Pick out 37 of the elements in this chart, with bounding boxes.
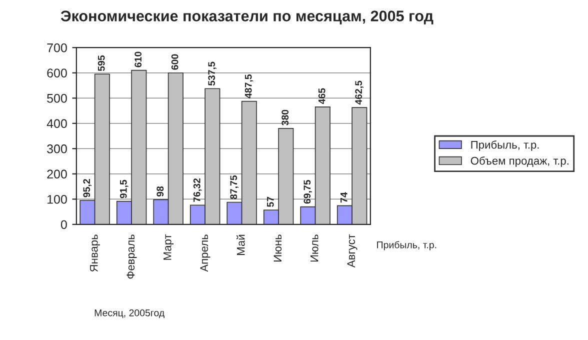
x-tick-label: Январь [90, 234, 100, 272]
chart-title: Экономические показатели по месяцам, 2005 год [60, 10, 434, 24]
data-label: 462,5 [355, 80, 364, 105]
data-label: 57 [267, 196, 274, 207]
text: Прибыль, т.р. [377, 241, 436, 250]
legend-label: Прибыль, т.р. [471, 140, 539, 151]
x-tick-label: Июнь [274, 234, 282, 262]
y-tick-label: 500 [47, 94, 67, 103]
data-label: 87,75 [230, 175, 238, 200]
y-tick-label: 700 [47, 43, 67, 52]
y-tick-label: 400 [46, 119, 67, 128]
data-label: 91,5 [120, 180, 128, 198]
data-label: 465 [318, 88, 326, 104]
data-label: 537,5 [208, 62, 216, 86]
data-label: 76,32 [193, 178, 202, 202]
y-tick-label: 0 [60, 220, 67, 230]
data-label: 95,2 [83, 179, 92, 198]
data-label: 74 [340, 192, 348, 203]
x-tick-label: Апрель [200, 234, 210, 272]
x-tick-label: Май [236, 234, 245, 255]
x-tick-label: Март [164, 234, 174, 260]
x-tick-label: Февраль [126, 234, 137, 279]
x-tick-label: Июль [310, 234, 318, 262]
data-label: 98 [156, 186, 164, 197]
x-tick-label: Август [347, 234, 358, 268]
data-label: 595 [98, 55, 105, 72]
y-tick-label: 600 [47, 68, 67, 78]
y-tick-label: 200 [47, 170, 67, 179]
y-tick-label: 100 [48, 194, 67, 204]
data-label: 380 [282, 110, 289, 126]
data-label: 610 [134, 52, 142, 68]
data-label: 69,75 [304, 180, 312, 204]
y-tick-label: 300 [47, 144, 67, 154]
data-label: 600 [171, 54, 178, 70]
x-axis-title: Месяц, 2005год [94, 309, 164, 318]
legend-label: Объем продаж, т.р. [470, 156, 568, 167]
data-label: 487,5 [244, 74, 254, 98]
